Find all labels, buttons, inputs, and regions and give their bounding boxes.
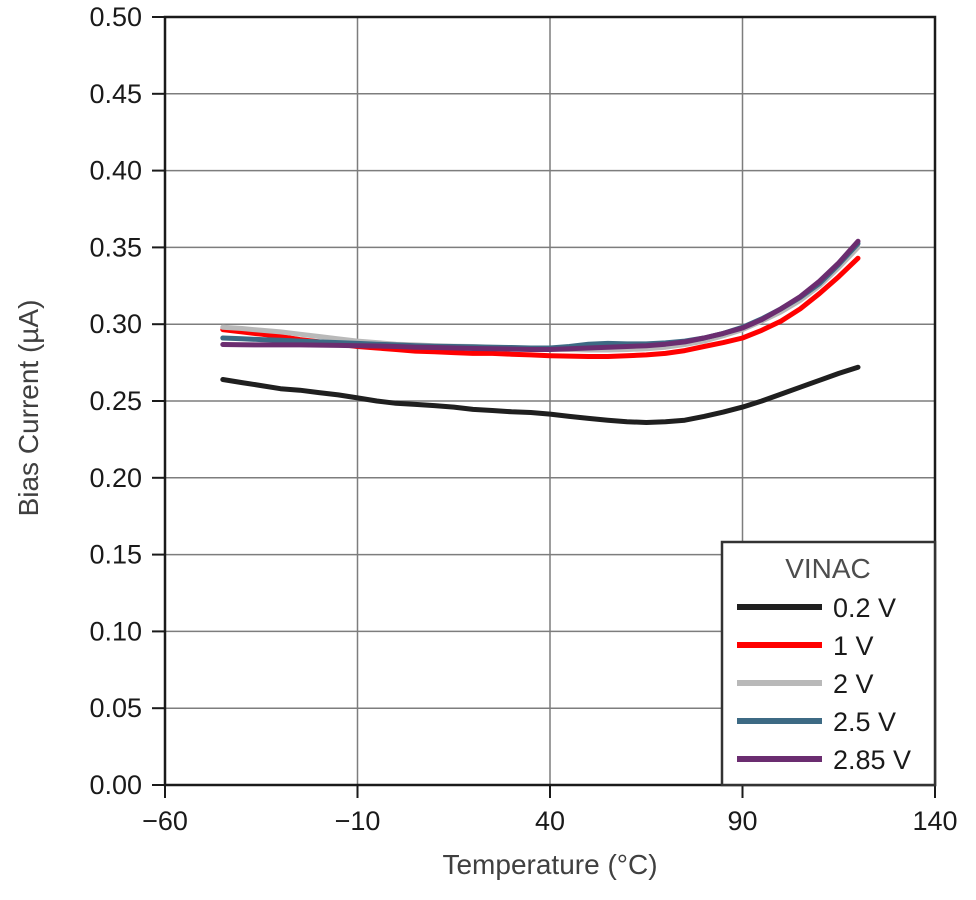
legend: VINAC 0.2 V 1 V 2 V 2.5 V 2.85 V <box>720 540 937 787</box>
legend-title: VINAC <box>785 553 871 584</box>
legend-label-2-85-v: 2.85 V <box>833 745 911 775</box>
y-tick-label: 0.10 <box>89 616 142 646</box>
y-tick-label: 0.50 <box>89 2 142 32</box>
x-tick-label: −60 <box>142 806 188 836</box>
legend-label-2-5-v: 2.5 V <box>833 707 896 737</box>
y-tick-label: 0.30 <box>89 309 142 339</box>
x-tick-label: −10 <box>335 806 381 836</box>
y-tick-label: 0.25 <box>89 386 142 416</box>
ticks-layer <box>152 16 936 798</box>
series-layer <box>220 238 861 425</box>
y-tick-label: 0.15 <box>89 540 142 570</box>
y-tick-label: 0.05 <box>89 693 142 723</box>
legend-label-2-v: 2 V <box>833 669 874 699</box>
x-tick-label: 140 <box>912 806 957 836</box>
y-tick-label: 0.20 <box>89 463 142 493</box>
series-line-2-85-v <box>220 238 861 352</box>
gridlines-layer <box>165 17 935 785</box>
legend-rows: 0.2 V 1 V 2 V 2.5 V 2.85 V <box>737 593 911 775</box>
legend-box <box>720 540 937 787</box>
legend-label-1-v: 1 V <box>833 631 874 661</box>
x-tick-label: 40 <box>535 806 565 836</box>
x-tick-label: 90 <box>727 806 757 836</box>
series-line-0-2-v <box>220 364 861 425</box>
y-axis-title: Bias Current (µA) <box>13 300 44 517</box>
series-line-2-v <box>220 244 861 353</box>
tick-labels-layer: 0.00 0.05 0.10 0.15 0.20 0.25 0.30 0.35 0.40 0.45… <box>89 2 957 836</box>
y-tick-label: 0.35 <box>89 232 142 262</box>
y-tick-label: 0.00 <box>89 770 142 800</box>
y-tick-label: 0.40 <box>89 156 142 186</box>
x-axis-title: Temperature (°C) <box>442 849 657 880</box>
legend-label-0-2-v: 0.2 V <box>833 593 896 623</box>
y-tick-label: 0.45 <box>89 79 142 109</box>
